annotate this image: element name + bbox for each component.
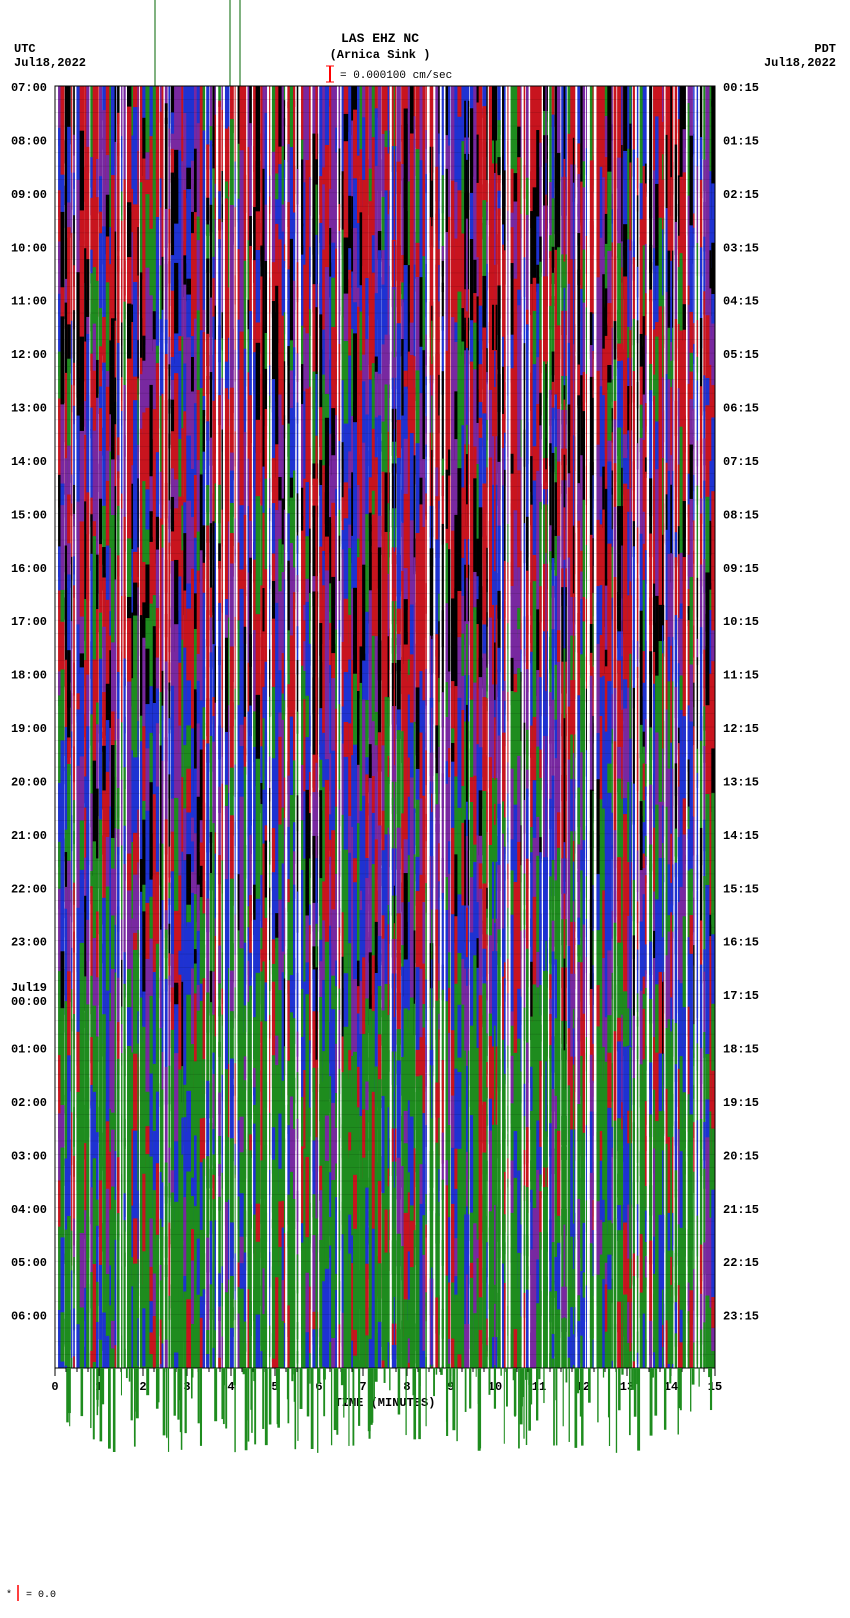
right-time-label: 13:15	[723, 775, 759, 789]
x-tick-label: 2	[139, 1380, 146, 1394]
left-time-label: 23:00	[11, 936, 47, 950]
right-date: Jul18,2022	[764, 56, 836, 70]
right-time-label: 09:15	[723, 562, 759, 576]
right-time-label: 23:15	[723, 1310, 759, 1324]
right-time-label: 08:15	[723, 508, 759, 522]
right-time-label: 03:15	[723, 241, 759, 255]
right-time-label: 22:15	[723, 1256, 759, 1270]
scale-line: = 0.000100 cm/sec	[340, 70, 452, 82]
left-time-label: 05:00	[11, 1256, 47, 1270]
left-time-label: 21:00	[11, 829, 47, 843]
left-time-label: 15:00	[11, 508, 47, 522]
right-time-label: 01:15	[723, 134, 759, 148]
right-time-label: 07:15	[723, 455, 759, 469]
left-date: Jul18,2022	[14, 56, 86, 70]
station-line: LAS EHZ NC	[341, 31, 419, 46]
left-time-label: 08:00	[11, 134, 47, 148]
left-time-label: 10:00	[11, 241, 47, 255]
left-time-label: 17:00	[11, 615, 47, 629]
left-time-label: 04:00	[11, 1203, 47, 1217]
right-time-label: 20:15	[723, 1149, 759, 1163]
x-tick-label: 0	[51, 1380, 58, 1394]
footer-note: = 0.0	[26, 1590, 56, 1601]
right-time-label: 10:15	[723, 615, 759, 629]
left-time-label: 03:00	[11, 1149, 47, 1163]
right-time-label: 12:15	[723, 722, 759, 736]
left-time-label: 02:00	[11, 1096, 47, 1110]
left-time-label: 09:00	[11, 188, 47, 202]
left-time-label: 18:00	[11, 669, 47, 683]
left-time-label: 00:00	[11, 995, 47, 1009]
left-time-label: 07:00	[11, 81, 47, 95]
left-time-label: 20:00	[11, 775, 47, 789]
location-line: (Arnica Sink )	[330, 48, 431, 62]
left-time-label: 22:00	[11, 882, 47, 896]
right-time-label: 14:15	[723, 829, 759, 843]
left-time-label: 11:00	[11, 295, 47, 309]
right-time-label: 16:15	[723, 936, 759, 950]
left-tz: UTC	[14, 42, 36, 56]
left-time-label: 06:00	[11, 1310, 47, 1324]
left-time-label: 13:00	[11, 402, 47, 416]
right-time-label: 15:15	[723, 882, 759, 896]
right-time-label: 04:15	[723, 295, 759, 309]
x-tick-label: 8	[403, 1380, 410, 1394]
right-tz: PDT	[814, 42, 836, 56]
left-time-label: 01:00	[11, 1043, 47, 1057]
right-time-label: 00:15	[723, 81, 759, 95]
left-time-label: 16:00	[11, 562, 47, 576]
right-time-label: 17:15	[723, 989, 759, 1003]
footer-asterisk: *	[6, 1589, 12, 1601]
left-time-label: 14:00	[11, 455, 47, 469]
x-tick-label: 3	[183, 1380, 190, 1394]
right-time-label: 21:15	[723, 1203, 759, 1217]
right-time-label: 02:15	[723, 188, 759, 202]
left-time-label: Jul19	[11, 981, 47, 995]
right-time-label: 19:15	[723, 1096, 759, 1110]
left-time-label: 19:00	[11, 722, 47, 736]
right-time-label: 05:15	[723, 348, 759, 362]
left-time-label: 12:00	[11, 348, 47, 362]
right-time-label: 06:15	[723, 402, 759, 416]
right-time-label: 18:15	[723, 1043, 759, 1057]
x-tick-label: 7	[359, 1380, 366, 1394]
right-time-label: 11:15	[723, 669, 759, 683]
